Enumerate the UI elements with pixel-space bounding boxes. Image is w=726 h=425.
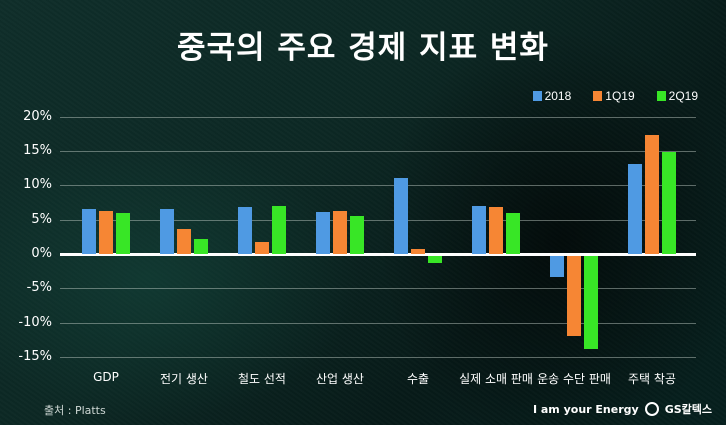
bar-1q19 [255, 241, 269, 254]
bar-2q19 [584, 256, 598, 349]
bar-2018 [238, 206, 252, 254]
legend-swatch-2018 [532, 91, 542, 101]
legend-item-2q19: 2Q19 [656, 89, 698, 103]
bar-1q19 [177, 229, 191, 254]
y-tick-label: -5% [26, 280, 52, 296]
gridline [60, 288, 696, 290]
brand: I am your Energy GS칼텍스 [533, 401, 712, 417]
gridline [60, 151, 696, 153]
x-tick-label: 수출 [406, 372, 430, 386]
y-tick-label: 0% [31, 246, 52, 261]
x-tick-label: GDP [93, 370, 119, 384]
bar-2018 [394, 177, 408, 254]
legend-item-2018: 2018 [532, 89, 572, 103]
legend-label: 2Q19 [668, 89, 698, 103]
bar-2018 [82, 208, 96, 254]
brand-slogan: I am your Energy [532, 402, 639, 416]
chart-title: 중국의 주요 경제 지표 변화 [177, 30, 549, 66]
legend: 2018 1Q19 2Q19 [532, 89, 698, 103]
y-tick-label: 15% [23, 143, 52, 159]
source-note: 출처 : Platts [44, 404, 106, 417]
legend-label: 1Q19 [605, 89, 635, 103]
bar-2q19 [272, 205, 286, 254]
x-tick-label: 주택 착공 [628, 372, 676, 386]
y-tick-label: -15% [18, 348, 52, 364]
y-tick-label: 10% [23, 177, 52, 193]
zero-line [60, 253, 696, 256]
bar-2018 [160, 208, 174, 254]
bar-1q19 [489, 207, 503, 254]
bar-1q19 [645, 135, 659, 254]
bar-2q19 [506, 212, 520, 254]
bar-2018 [628, 164, 642, 254]
legend-item-1q19: 1Q19 [593, 89, 635, 103]
bar-2018 [550, 256, 564, 277]
bar-1q19 [411, 249, 425, 254]
gridline [60, 185, 696, 187]
bar-1q19 [567, 256, 581, 336]
gs-logo-icon [644, 402, 659, 416]
x-tick-label: 전기 생산 [160, 372, 208, 386]
x-tick-label: 철도 선적 [238, 372, 286, 386]
bar-2q19 [428, 256, 442, 263]
x-tick-label: 실제 소매 판매 [459, 372, 533, 386]
y-tick-label: 5% [31, 211, 52, 227]
bar-2018 [316, 212, 330, 254]
x-tick-label: 산업 생산 [316, 372, 364, 386]
bar-2q19 [662, 152, 676, 254]
bar-1q19 [333, 211, 347, 254]
x-tick-label: 운송 수단 판매 [537, 372, 611, 386]
y-tick-label: -10% [18, 314, 52, 330]
legend-swatch-1q19 [593, 91, 603, 101]
gridline [60, 219, 696, 221]
bar-1q19 [99, 210, 113, 254]
bar-2q19 [194, 238, 208, 254]
legend-label: 2018 [544, 89, 572, 103]
bar-2q19 [350, 215, 364, 254]
y-tick-label: 20% [23, 108, 52, 124]
bar-2018 [472, 205, 486, 254]
gridline [60, 322, 696, 324]
gridline [60, 116, 696, 118]
bar-2q19 [116, 212, 130, 254]
gridline [60, 356, 696, 358]
legend-swatch-2q19 [656, 91, 666, 101]
brand-name: GS칼텍스 [664, 403, 712, 416]
